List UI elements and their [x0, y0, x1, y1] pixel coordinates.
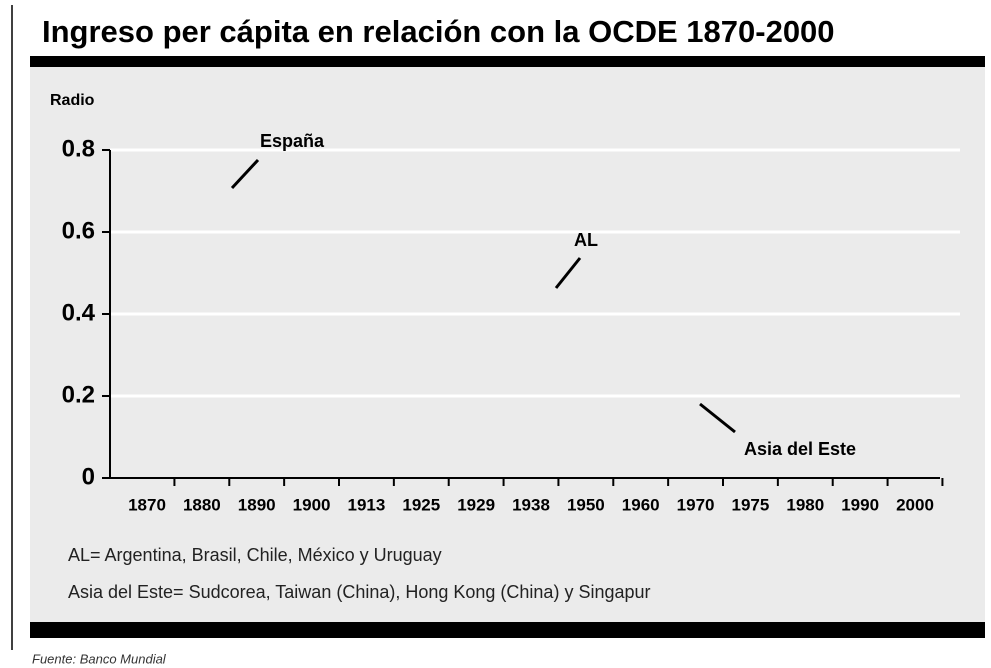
y-axis-label: Radio [50, 92, 95, 109]
x-tick-label: 1890 [238, 495, 276, 514]
x-tick-label: 1880 [183, 495, 221, 514]
x-tick-label: 1929 [457, 495, 495, 514]
note: Asia del Este= Sudcorea, Taiwan (China),… [68, 582, 651, 602]
top-bar [30, 56, 985, 67]
x-tick-label: 1950 [567, 495, 605, 514]
y-tick-label: 0 [82, 463, 95, 490]
y-tick-label: 0.2 [62, 381, 95, 408]
source: Fuente: Banco Mundial [32, 651, 167, 666]
pointer [230, 158, 260, 190]
pointer [554, 257, 582, 289]
x-tick-label: 1960 [622, 495, 660, 514]
note: AL= Argentina, Brasil, Chile, México y U… [68, 545, 442, 565]
x-tick-label: 2000 [896, 495, 934, 514]
panel [30, 66, 985, 622]
series-label: AL [574, 230, 598, 250]
x-tick-label: 1975 [732, 495, 770, 514]
x-tick-label: 1970 [677, 495, 715, 514]
x-tick-label: 1913 [348, 495, 386, 514]
y-tick-label: 0.4 [62, 299, 96, 326]
y-tick-label: 0.8 [62, 135, 95, 162]
x-tick-label: 1925 [402, 495, 440, 514]
y-tick-label: 0.6 [62, 217, 95, 244]
series-label: España [260, 131, 325, 151]
x-tick-label: 1980 [786, 495, 824, 514]
bottom-bar [30, 622, 985, 638]
x-tick-label: 1938 [512, 495, 550, 514]
x-tick-label: 1870 [128, 495, 166, 514]
series-label: Asia del Este [744, 439, 856, 459]
x-tick-label: 1990 [841, 495, 879, 514]
pointer [699, 402, 736, 434]
x-tick-label: 1900 [293, 495, 331, 514]
chart-title: Ingreso per cápita en relación con la OC… [42, 14, 835, 49]
